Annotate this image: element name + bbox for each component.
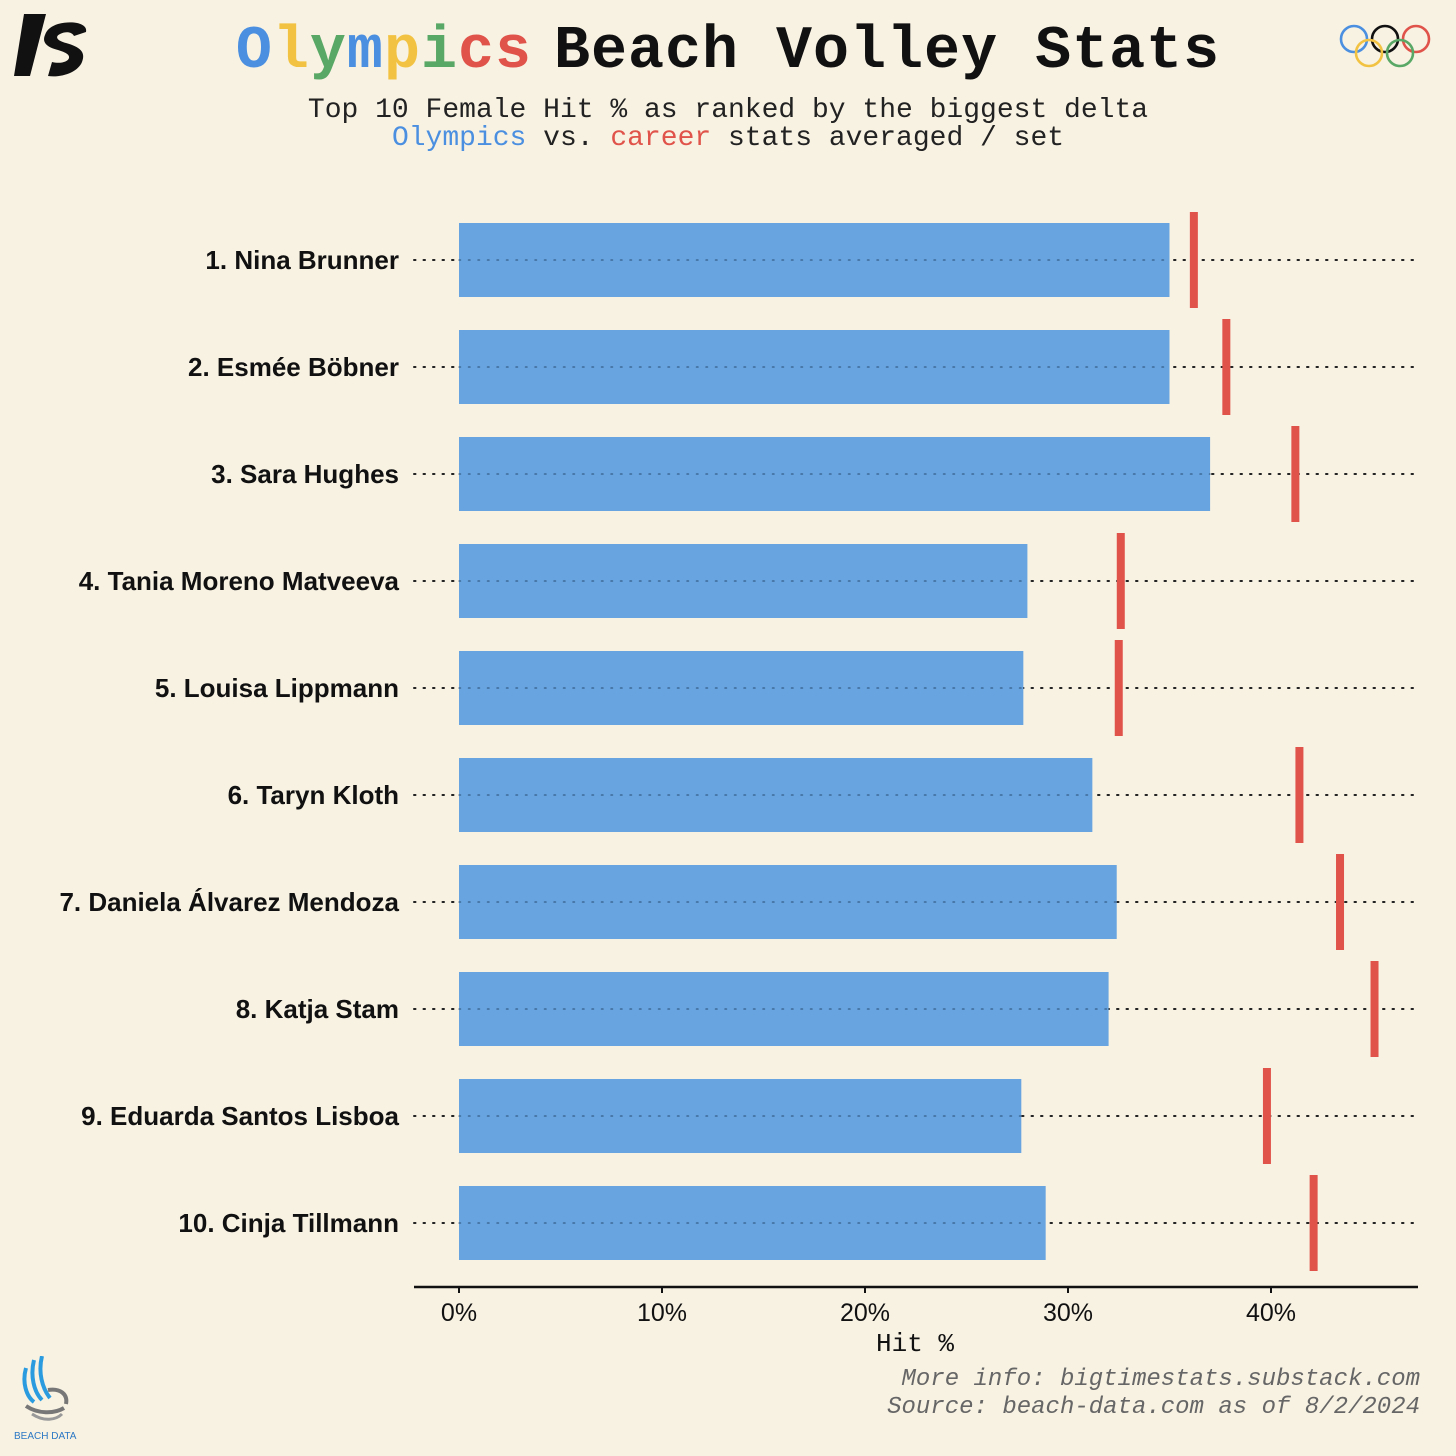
beach-data-label: BEACH DATA: [14, 1431, 77, 1442]
bigtimestats-logo-icon: [14, 14, 90, 85]
player-label: 5. Louisa Lippmann: [155, 673, 399, 703]
beach-data-logo-icon: [12, 1355, 74, 1427]
title-letter: s: [494, 18, 532, 86]
x-tick-label: 20%: [840, 1299, 890, 1327]
career-marker: [1262, 1068, 1271, 1164]
player-label: 10. Cinja Tillmann: [178, 1208, 399, 1238]
olympics-bar: [459, 223, 1170, 297]
career-marker: [1116, 533, 1125, 629]
career-marker: [1336, 854, 1345, 950]
footer: More info: bigtimestats.substack.com Sou…: [887, 1366, 1420, 1422]
title-letter: l: [272, 18, 310, 86]
title-letter: c: [457, 18, 495, 86]
title-letter: m: [346, 18, 384, 86]
career-marker: [1295, 747, 1304, 843]
x-tick-label: 0%: [441, 1299, 477, 1327]
x-tick-label: 30%: [1043, 1299, 1093, 1327]
olympics-bar: [459, 865, 1117, 939]
player-label: 6. Taryn Kloth: [228, 780, 399, 810]
career-marker: [1189, 212, 1198, 308]
x-tick-label: 40%: [1246, 1299, 1296, 1327]
olympics-bar: [459, 651, 1024, 725]
title-letter: i: [420, 18, 458, 86]
chart-title: Olympics Beach Volley Stats: [0, 22, 1456, 82]
olympic-rings-icon: [1338, 22, 1434, 77]
player-label: 3. Sara Hughes: [211, 459, 399, 489]
player-label: 7. Daniela Álvarez Mendoza: [59, 887, 399, 917]
career-marker: [1222, 319, 1231, 415]
player-label: 9. Eduarda Santos Lisboa: [81, 1101, 399, 1131]
chart-subtitle: Top 10 Female Hit % as ranked by the big…: [0, 97, 1456, 153]
legend-olympics: Olympics: [391, 123, 527, 154]
x-tick-label: 10%: [637, 1299, 687, 1327]
player-label: 4. Tania Moreno Matveeva: [79, 566, 400, 596]
footer-more-info: More info: bigtimestats.substack.com: [901, 1366, 1420, 1393]
legend-vs: vs.: [526, 123, 611, 154]
career-marker: [1291, 426, 1300, 522]
olympics-bar: [459, 1186, 1046, 1260]
player-label: 2. Esmée Böbner: [188, 352, 399, 382]
player-label: 8. Katja Stam: [236, 994, 399, 1024]
title-letter: y: [309, 18, 347, 86]
x-axis-label: Hit %: [876, 1329, 954, 1359]
career-marker: [1114, 640, 1123, 736]
subtitle-line-1: Top 10 Female Hit % as ranked by the big…: [307, 95, 1149, 126]
olympics-bar: [459, 1079, 1022, 1153]
legend-career: career: [610, 123, 712, 154]
subtitle-line-2: Olympics vs. career stats averaged / set: [0, 125, 1456, 153]
olympics-bar: [459, 330, 1170, 404]
title-rest: Beach Volley Stats: [554, 18, 1221, 86]
title-letter: O: [235, 18, 273, 86]
title-letter: p: [383, 18, 421, 86]
legend-tail: stats averaged / set: [711, 123, 1065, 154]
title-olympics-word: Olympics: [236, 18, 532, 86]
career-marker: [1309, 1175, 1318, 1271]
footer-source: Source: beach-data.com as of 8/2/2024: [887, 1394, 1420, 1421]
career-marker: [1370, 961, 1379, 1057]
player-label: 1. Nina Brunner: [205, 245, 399, 275]
